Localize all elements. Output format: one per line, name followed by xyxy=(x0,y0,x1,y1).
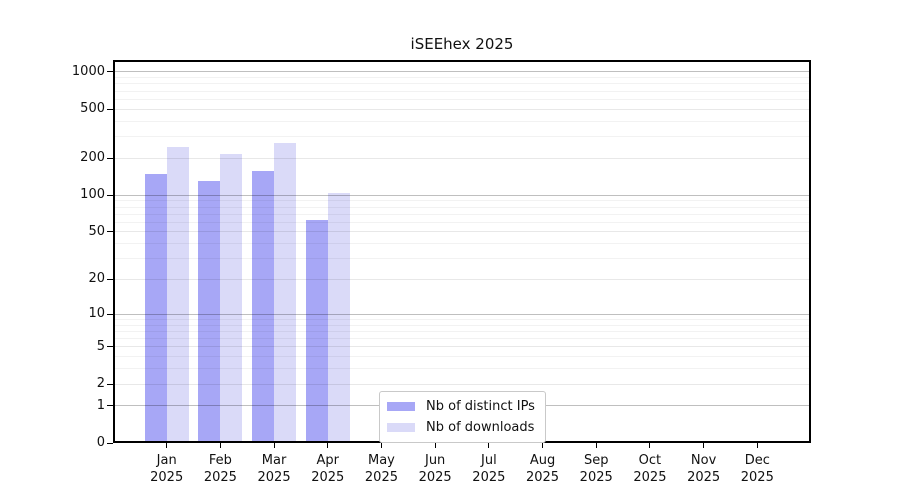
gridline-minor xyxy=(113,120,811,122)
legend-item-downloads: Nb of downloads xyxy=(387,418,535,437)
gridline-major xyxy=(113,278,811,280)
gridline-minor xyxy=(113,213,811,215)
bar-distinct-ips xyxy=(305,220,328,443)
gridline-minor xyxy=(113,330,811,332)
y-tick-mark xyxy=(107,442,113,444)
bar-downloads xyxy=(166,146,189,443)
y-tick-mark xyxy=(107,194,113,196)
gridline-minor xyxy=(113,77,811,79)
y-tick-label: 200 xyxy=(80,150,105,166)
y-tick-label: 1 xyxy=(96,397,105,413)
y-tick-mark xyxy=(107,231,113,233)
y-tick-label: 2 xyxy=(96,376,105,391)
x-tick-label: Dec 2025 xyxy=(740,453,774,485)
y-tick-label: 500 xyxy=(80,101,105,117)
x-tick-label: Sep 2025 xyxy=(579,453,613,485)
legend-label-downloads: Nb of downloads xyxy=(426,420,535,435)
y-tick-mark xyxy=(107,71,113,73)
y-tick-mark xyxy=(107,278,113,280)
x-tick-mark xyxy=(703,443,705,448)
gridline-major xyxy=(113,231,811,233)
gridline-minor xyxy=(113,337,811,339)
gridline-minor xyxy=(113,90,811,92)
x-tick-mark xyxy=(219,443,221,448)
grid-layer xyxy=(113,60,811,443)
chart-title: iSEEhex 2025 xyxy=(410,35,514,53)
legend: Nb of distinct IPs Nb of downloads xyxy=(379,391,546,443)
gridline-minor xyxy=(113,221,811,223)
bar-downloads xyxy=(327,193,350,443)
x-tick-label: Jan 2025 xyxy=(150,453,184,485)
x-tick-label: Aug 2025 xyxy=(525,453,560,485)
y-tick-label: 1000 xyxy=(71,63,105,79)
y-tick-label: 10 xyxy=(88,306,105,322)
legend-swatch-distinct-ips xyxy=(387,402,415,411)
x-tick-mark xyxy=(434,443,436,448)
plot-area: Nb of distinct IPs Nb of downloads xyxy=(113,60,811,443)
gridline-major xyxy=(113,157,811,159)
x-tick-label: Jul 2025 xyxy=(472,453,506,485)
x-tick-label: Jun 2025 xyxy=(418,453,452,485)
gridline-major xyxy=(113,383,811,385)
x-tick-label: Apr 2025 xyxy=(311,453,345,485)
gridline-major xyxy=(113,194,811,196)
x-tick-mark xyxy=(488,443,490,448)
y-tick-label: 50 xyxy=(88,223,105,239)
legend-item-distinct-ips: Nb of distinct IPs xyxy=(387,397,535,416)
bars-layer xyxy=(113,60,811,443)
gridline-minor xyxy=(113,258,811,260)
bar-distinct-ips xyxy=(252,170,275,443)
gridline-minor xyxy=(113,83,811,85)
x-tick-mark xyxy=(542,443,544,448)
y-tick-label: 0 xyxy=(96,435,105,450)
gridline-minor xyxy=(113,200,811,202)
legend-label-distinct-ips: Nb of distinct IPs xyxy=(426,399,535,414)
y-tick-mark xyxy=(107,383,113,385)
y-tick-label: 100 xyxy=(80,187,105,203)
gridline-major xyxy=(113,108,811,110)
x-tick-mark xyxy=(273,443,275,448)
x-tick-mark xyxy=(380,443,382,448)
gridline-minor xyxy=(113,206,811,208)
y-tick-mark xyxy=(107,346,113,348)
gridline-major xyxy=(113,313,811,315)
gridline-minor xyxy=(113,368,811,370)
gridline-minor xyxy=(113,98,811,100)
y-tick-mark xyxy=(107,108,113,110)
gridline-minor xyxy=(113,356,811,358)
x-tick-mark xyxy=(327,443,329,448)
bar-distinct-ips xyxy=(198,180,221,443)
gridline-minor xyxy=(113,136,811,137)
y-tick-label: 5 xyxy=(96,338,105,354)
bar-downloads xyxy=(274,142,297,443)
gridline-minor xyxy=(113,243,811,245)
x-tick-mark xyxy=(649,443,651,448)
x-tick-label: Feb 2025 xyxy=(203,453,237,485)
y-tick-mark xyxy=(107,405,113,407)
y-tick-label: 20 xyxy=(88,271,105,287)
y-tick-mark xyxy=(107,313,113,315)
x-tick-label: Oct 2025 xyxy=(633,453,667,485)
bar-downloads xyxy=(220,153,243,443)
x-tick-label: Nov 2025 xyxy=(687,453,721,485)
x-tick-label: Mar 2025 xyxy=(257,453,291,485)
gridline-major xyxy=(113,346,811,348)
gridline-minor xyxy=(113,318,811,320)
legend-swatch-downloads xyxy=(387,423,415,432)
bar-distinct-ips xyxy=(144,173,167,443)
x-tick-label: May 2025 xyxy=(364,453,398,485)
gridline-minor xyxy=(113,324,811,326)
gridline-major xyxy=(113,71,811,73)
x-tick-mark xyxy=(166,443,168,448)
y-tick-mark xyxy=(107,157,113,159)
x-tick-mark xyxy=(756,443,758,448)
x-tick-mark xyxy=(595,443,597,448)
